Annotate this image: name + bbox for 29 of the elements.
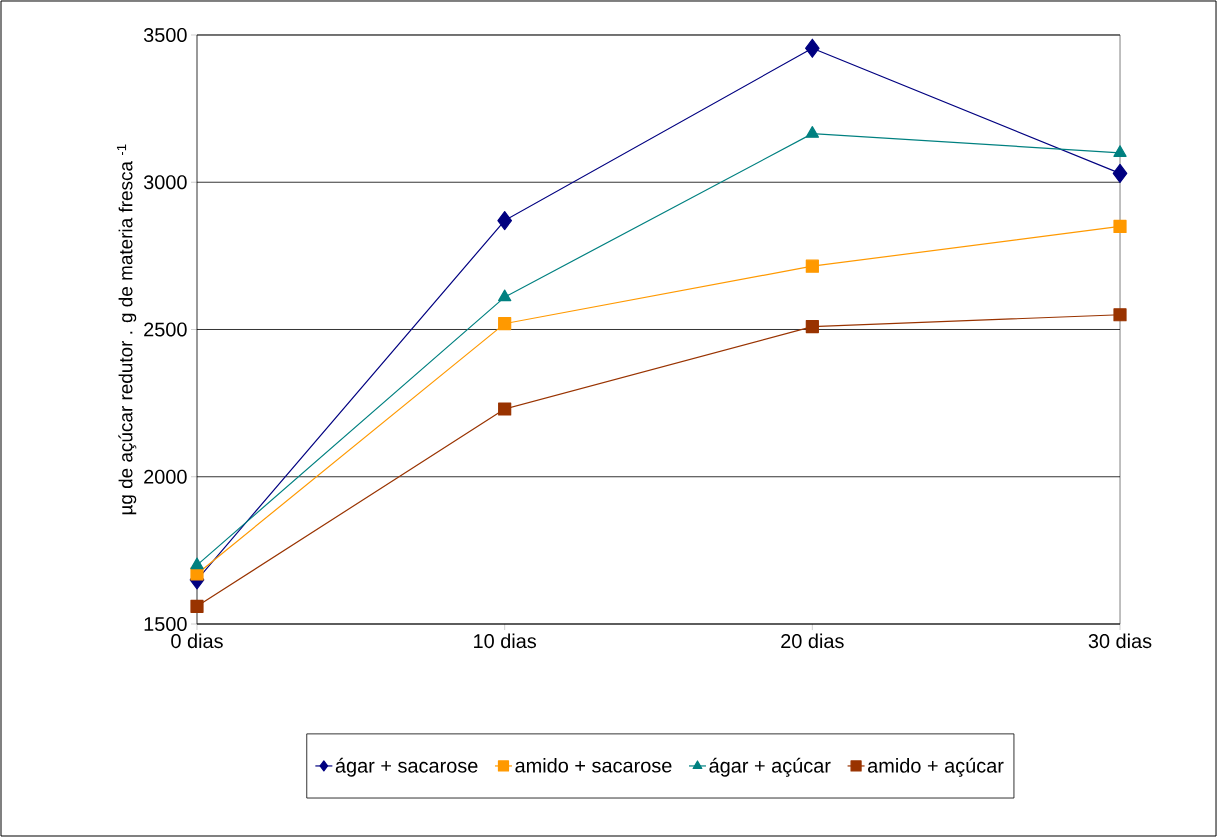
y-tick-label: 2500 xyxy=(144,322,187,337)
x-tick-label: 20 dias xyxy=(781,633,844,649)
point xyxy=(805,126,819,138)
point xyxy=(498,317,512,331)
point xyxy=(497,210,513,231)
point xyxy=(805,319,819,334)
point xyxy=(804,38,820,58)
x-tick-label: 10 dias xyxy=(474,633,537,649)
legend-label: ágar + açúcar xyxy=(709,757,831,777)
point xyxy=(498,402,512,416)
point xyxy=(1113,308,1127,322)
y-tick-label: 3000 xyxy=(143,175,187,190)
point xyxy=(498,289,512,302)
point xyxy=(1112,163,1128,184)
point xyxy=(805,259,819,273)
legend-label: amido + açúcar xyxy=(868,757,1004,777)
y-tick-label: 3500 xyxy=(143,27,187,43)
point xyxy=(190,567,204,581)
y-axis-title: µg de açúcar redutor . g de materia fresca $^{-1}$ xyxy=(116,144,137,515)
x-tick-label: 0 dias xyxy=(171,633,223,649)
y-tick-label: 2000 xyxy=(144,469,187,484)
y-tick-label: 1500 xyxy=(144,616,187,632)
point xyxy=(190,599,204,613)
legend-label: ágar + sacarose xyxy=(335,757,478,777)
point xyxy=(1113,219,1127,234)
point xyxy=(1113,145,1127,157)
legend-label: amido + sacarose xyxy=(515,757,672,773)
point xyxy=(190,557,204,570)
x-tick-label: 30 dias xyxy=(1088,633,1152,649)
